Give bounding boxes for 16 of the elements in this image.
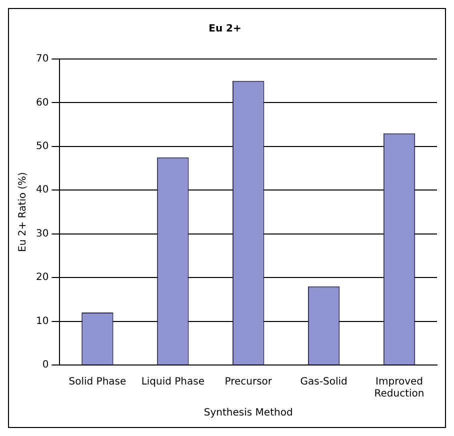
- x-tick-label: Improved Reduction: [374, 376, 424, 400]
- y-tick-label: 70: [36, 54, 49, 65]
- y-tick-label: 0: [42, 360, 49, 371]
- y-tick-label: 40: [36, 184, 49, 196]
- y-tick-label: 10: [36, 316, 49, 327]
- x-tick-label: Liquid Phase: [141, 376, 205, 388]
- x-tick-label: Gas-Solid: [300, 376, 348, 388]
- y-tick-label: 30: [36, 228, 49, 240]
- x-axis-title: Synthesis Method: [204, 408, 293, 419]
- y-tick-label: 60: [36, 97, 49, 108]
- x-tick-label: Solid Phase: [68, 376, 126, 388]
- y-axis-title: Eu 2+ Ratio (%): [18, 172, 29, 252]
- y-tick-label: 50: [36, 141, 49, 152]
- chart-title: Eu 2+: [208, 24, 242, 35]
- y-tick-label: 20: [36, 272, 49, 284]
- x-tick-label: Precursor: [224, 376, 273, 388]
